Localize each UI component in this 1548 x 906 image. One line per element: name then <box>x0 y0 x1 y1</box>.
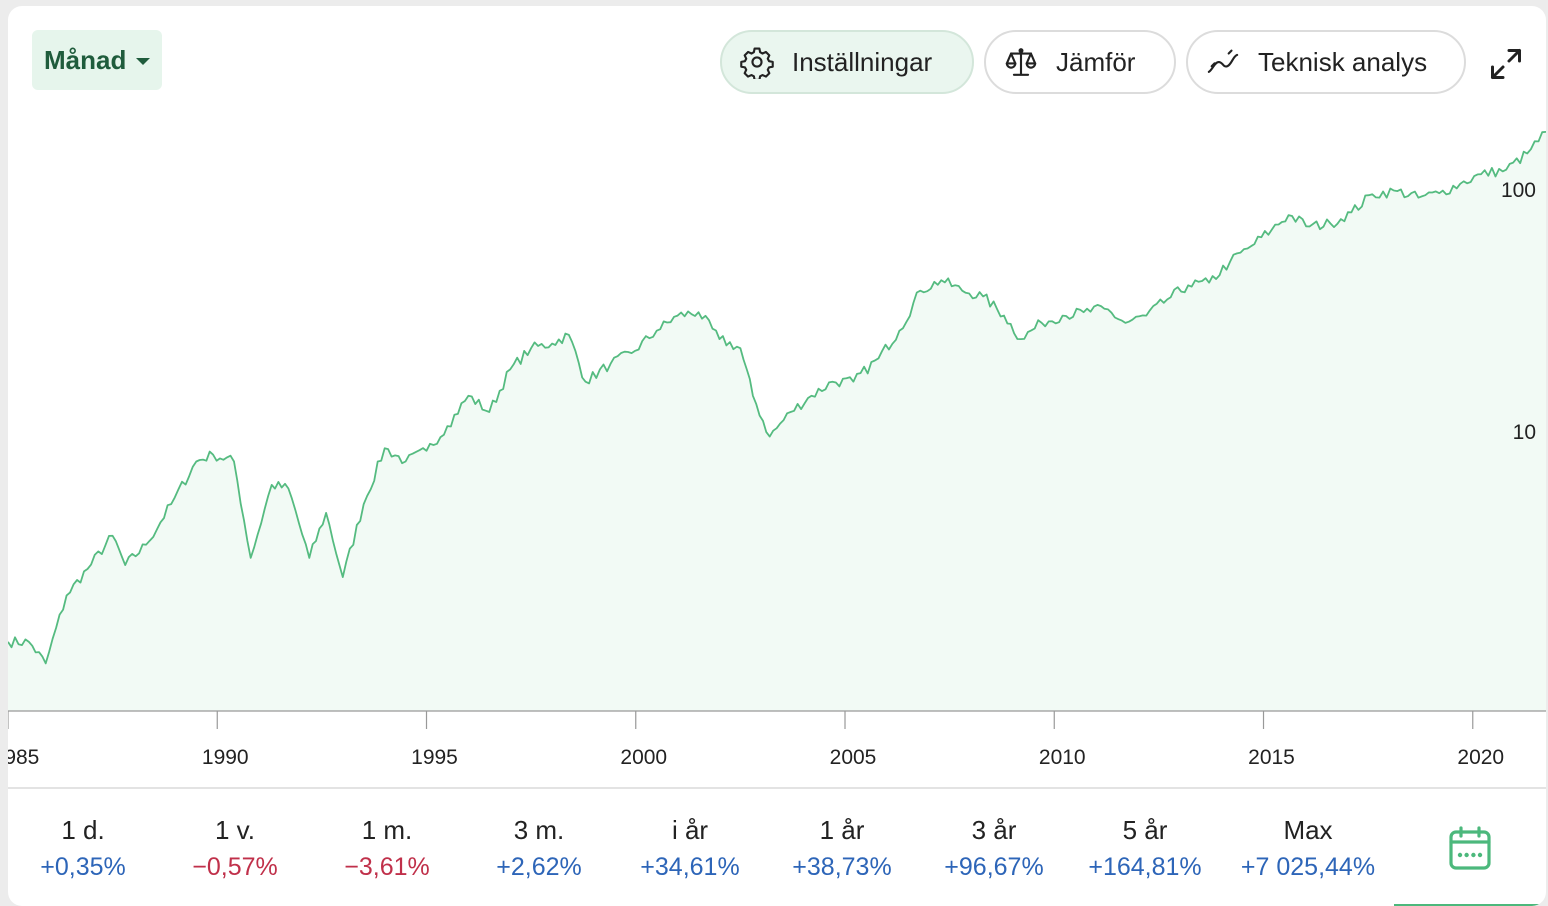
period-dropdown[interactable]: Månad <box>32 30 162 90</box>
return-label: Max <box>1283 815 1333 845</box>
return-value: +96,67% <box>944 853 1044 881</box>
settings-button[interactable]: Inställningar <box>720 30 974 94</box>
x-tick-label: 1990 <box>202 746 249 769</box>
chart-card: Månad Inställningar Jämför <box>8 6 1546 906</box>
technical-analysis-button[interactable]: Teknisk analys <box>1186 30 1466 94</box>
x-tick-label: 2000 <box>620 746 667 769</box>
return-label: 3 år <box>971 815 1017 845</box>
technical-analysis-button-label: Teknisk analys <box>1258 46 1428 77</box>
x-tick-label: 2015 <box>1248 746 1295 769</box>
return-value: +164,81% <box>1088 853 1202 881</box>
return-value: +7 025,44% <box>1240 853 1376 881</box>
returns-bar: 1 d. +0,35% 1 v. −0,57% 1 m. −3,61% 3 m. +2,62%… <box>8 787 1546 906</box>
return-value: +38,73% <box>792 853 892 881</box>
x-tick-label: 2010 <box>1039 746 1086 769</box>
return-value: +34,61% <box>640 853 740 881</box>
gear-icon <box>740 45 774 79</box>
x-tick-label: 1985 <box>8 746 39 769</box>
return-value: −0,57% <box>192 853 278 881</box>
return-period-1[interactable]: 1 v. −0,57% <box>160 789 310 906</box>
return-value: +2,62% <box>496 853 582 881</box>
compare-button-label: Jämför <box>1056 46 1136 77</box>
return-period-3[interactable]: 3 m. +2,62% <box>464 789 614 906</box>
return-label: 1 v. <box>215 815 255 845</box>
x-tick-label: 1995 <box>411 746 458 769</box>
price-area <box>8 131 1546 711</box>
return-period-6[interactable]: 3 år +96,67% <box>919 789 1069 906</box>
return-period-7[interactable]: 5 år +164,81% <box>1070 789 1220 906</box>
calendar-icon <box>1449 826 1491 870</box>
x-tick-label: 2005 <box>830 746 877 769</box>
return-period-0[interactable]: 1 d. +0,35% <box>8 789 158 906</box>
price-chart: 1985 1990 1995 2000 2005 2010 2015 2020 10 100 <box>8 131 1546 769</box>
return-period-4[interactable]: i år +34,61% <box>615 789 765 906</box>
return-value: −3,61% <box>344 853 430 881</box>
return-label: 5 år <box>1122 815 1168 845</box>
price-line <box>8 131 1546 665</box>
y-tick-label: 100 <box>1501 179 1536 202</box>
period-dropdown-label: Månad <box>44 44 127 75</box>
return-period-2[interactable]: 1 m. −3,61% <box>312 789 462 906</box>
settings-button-label: Inställningar <box>792 46 933 77</box>
chart-line-icon <box>1206 45 1240 79</box>
return-value: +0,35% <box>40 853 126 881</box>
calendar-tab[interactable] <box>1394 789 1546 906</box>
y-tick-label: 10 <box>1513 421 1536 444</box>
return-label: 1 m. <box>361 815 413 845</box>
scale-icon <box>1004 45 1038 79</box>
compare-button[interactable]: Jämför <box>984 30 1176 94</box>
return-label: 3 m. <box>513 815 565 845</box>
x-tick-label: 2020 <box>1457 746 1504 769</box>
return-label: i år <box>671 815 709 845</box>
return-period-5[interactable]: 1 år +38,73% <box>767 789 917 906</box>
return-label: 1 år <box>819 815 865 845</box>
chevron-down-icon <box>136 57 151 65</box>
return-label: 1 d. <box>61 815 105 845</box>
expand-icon[interactable] <box>1488 46 1524 82</box>
return-period-8[interactable]: Max +7 025,44% <box>1233 789 1383 906</box>
